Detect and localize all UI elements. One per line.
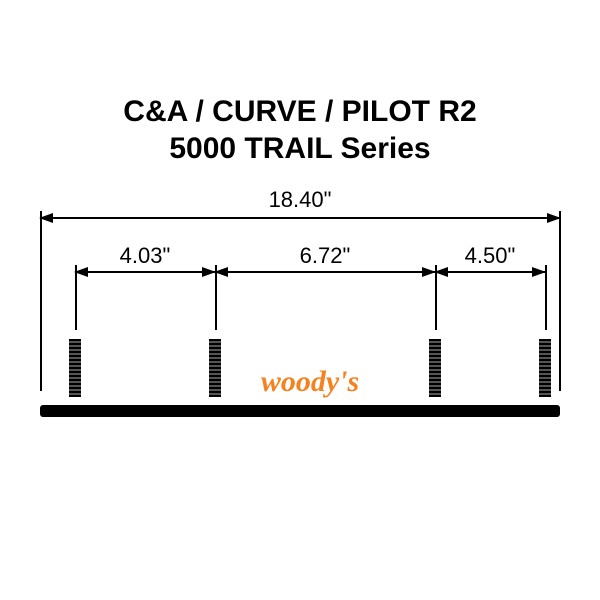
ext-stud-4: [545, 265, 547, 330]
title-line-2: 5000 TRAIL Series: [0, 132, 600, 166]
seg3-label: 4.50": [465, 243, 516, 269]
stud-3: [430, 339, 440, 397]
ext-stud-3: [435, 265, 437, 330]
stud-2: [210, 339, 220, 397]
seg1-label: 4.03": [120, 243, 171, 269]
brand-logo: woody's: [261, 365, 359, 399]
title-line-1: C&A / CURVE / PILOT R2: [0, 95, 600, 129]
overall-dimension-label: 18.40": [269, 187, 332, 213]
seg3-arrow: [435, 271, 545, 273]
overall-dimension-arrow: [40, 217, 560, 219]
ext-stud-2: [215, 265, 217, 330]
dimension-diagram: 18.40" 4.03" 6.72" 4.50" woody's: [40, 205, 560, 405]
ext-stud-1: [75, 265, 77, 330]
ext-line-left-end: [40, 211, 42, 391]
stud-4: [540, 339, 550, 397]
stud-1: [70, 339, 80, 397]
seg2-label: 6.72": [300, 243, 351, 269]
wear-bar: [40, 405, 560, 417]
seg2-arrow: [215, 271, 435, 273]
seg1-arrow: [75, 271, 215, 273]
ext-line-right-end: [559, 211, 561, 391]
